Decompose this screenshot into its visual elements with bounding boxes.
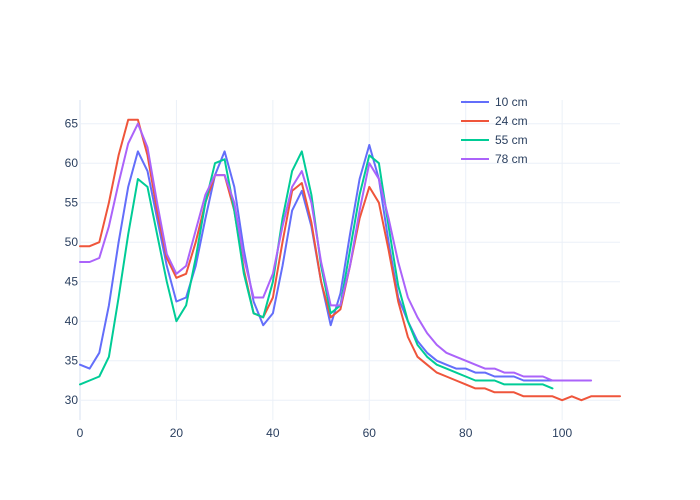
legend[interactable]: 10 cm 24 cm 55 cm 78 cm (461, 95, 528, 166)
y-tick-label: 40 (65, 314, 79, 328)
y-tick-label: 55 (65, 196, 79, 210)
x-tick-label: 0 (77, 426, 84, 440)
y-tick-label: 65 (65, 117, 79, 131)
grid-lines (79, 100, 620, 420)
y-tick-label: 60 (65, 156, 79, 170)
x-tick-label: 60 (363, 426, 377, 440)
x-tick-label: 100 (552, 426, 572, 440)
x-tick-label: 40 (266, 426, 280, 440)
series-lines (79, 118, 621, 402)
legend-label: 10 cm (495, 95, 528, 109)
y-tick-label: 35 (65, 354, 79, 368)
legend-item[interactable]: 78 cm (461, 152, 528, 166)
legend-label: 55 cm (495, 133, 528, 147)
x-tick-label: 20 (170, 426, 184, 440)
legend-label: 24 cm (495, 114, 528, 128)
legend-item[interactable]: 10 cm (461, 95, 528, 109)
series-line-4 (79, 122, 593, 382)
legend-label: 78 cm (495, 152, 528, 166)
series-line-2 (79, 118, 621, 402)
y-tick-label: 45 (65, 275, 79, 289)
x-tick-label: 80 (459, 426, 473, 440)
y-tick-label: 30 (65, 393, 79, 407)
legend-item[interactable]: 24 cm (461, 114, 528, 128)
y-tick-label: 50 (65, 235, 79, 249)
legend-item[interactable]: 55 cm (461, 133, 528, 147)
y-axis-ticks: 30 35 40 45 50 55 60 65 (65, 117, 79, 408)
x-axis-ticks: 0 20 40 60 80 100 (77, 426, 573, 440)
